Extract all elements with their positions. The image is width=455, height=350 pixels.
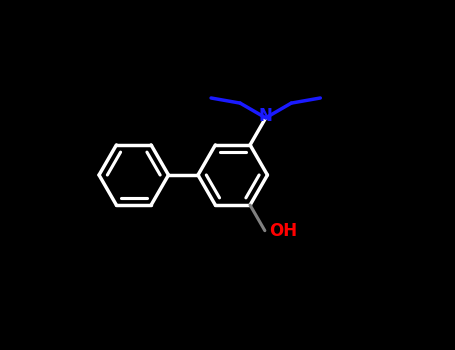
Text: N: N xyxy=(259,107,273,125)
Text: OH: OH xyxy=(269,222,297,240)
